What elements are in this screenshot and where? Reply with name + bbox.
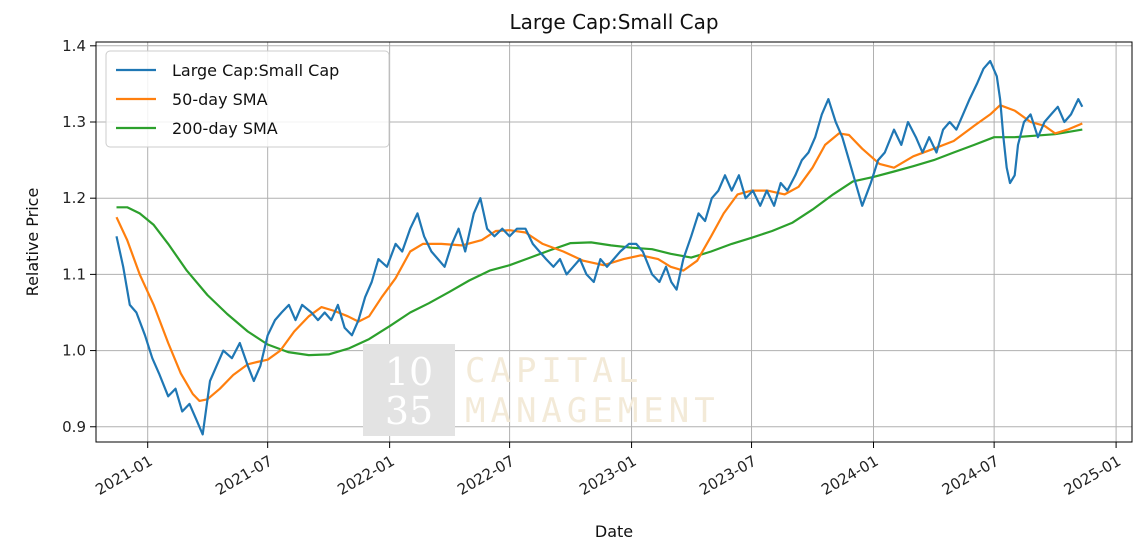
x-tick-label: 2022-07: [454, 452, 517, 499]
watermark-line-2: MANAGEMENT: [465, 391, 720, 431]
x-tick-label: 2022-01: [334, 452, 397, 499]
legend-label-sma200: 200-day SMA: [172, 119, 278, 138]
x-tick-label: 2025-01: [1061, 452, 1124, 499]
watermark: 10 35 CAPITAL MANAGEMENT: [363, 344, 720, 436]
y-tick-label: 1.4: [62, 37, 86, 55]
y-axis: 0.9 1.0 1.1 1.2 1.3 1.4: [62, 37, 96, 436]
grid: [96, 42, 1132, 442]
plot-frame: [95, 41, 1133, 443]
legend-box: [105, 50, 390, 148]
watermark-logo-box: [363, 344, 455, 436]
series-line-sma200: [116, 128, 1083, 357]
watermark-logo-bottom: 35: [385, 389, 433, 433]
watermark-line-1: CAPITAL: [465, 351, 643, 391]
series-line-ratio: [115, 59, 1084, 436]
x-axis: 2021-01 2021-07 2022-01 2022-07 2023-01 2023-…: [92, 442, 1124, 499]
chart-title: Large Cap:Small Cap: [509, 10, 718, 34]
series-layer: [115, 59, 1084, 436]
y-axis-label: Relative Price: [23, 188, 42, 297]
y-tick-label: 1.2: [62, 189, 86, 207]
x-tick-label: 2021-07: [212, 452, 275, 499]
y-tick-label: 1.3: [62, 113, 86, 131]
x-tick-label: 2021-01: [92, 452, 155, 499]
x-axis-label: Date: [595, 522, 633, 541]
y-tick-label: 0.9: [62, 418, 86, 436]
y-tick-label: 1.0: [62, 342, 86, 360]
x-tick-label: 2023-07: [696, 452, 759, 499]
legend: Large Cap:Small Cap 50-day SMA 200-day S…: [105, 50, 390, 148]
legend-label-ratio: Large Cap:Small Cap: [172, 61, 339, 80]
x-tick-label: 2023-01: [576, 452, 639, 499]
watermark-logo-top: 10: [385, 350, 433, 394]
x-tick-label: 2024-07: [939, 452, 1002, 499]
x-tick-label: 2024-01: [818, 452, 881, 499]
series-line-sma50: [115, 104, 1083, 402]
legend-label-sma50: 50-day SMA: [172, 90, 268, 109]
y-tick-label: 1.1: [62, 265, 86, 283]
